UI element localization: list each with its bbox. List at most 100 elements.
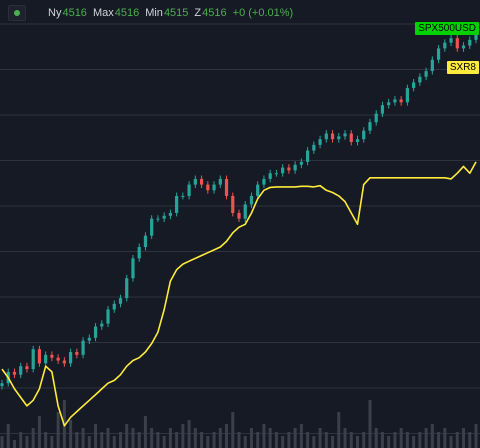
candle-body (125, 278, 129, 299)
candle-body (262, 178, 266, 185)
volume-bar (468, 432, 472, 448)
candle-body (399, 99, 403, 103)
candle-body (362, 130, 366, 140)
candle-body (412, 82, 416, 89)
volume-bar (56, 412, 60, 448)
candle-body (268, 173, 272, 179)
volume-bar (293, 428, 297, 448)
candle-body (324, 133, 328, 140)
volume-bar (87, 436, 91, 448)
volume-bar (200, 432, 204, 448)
price-label-sxr8[interactable]: SXR8 (446, 61, 479, 75)
symbol-status-icon[interactable] (8, 5, 26, 21)
candle-body (131, 258, 135, 279)
candle-body (318, 139, 322, 145)
volume-bar (50, 436, 54, 448)
candle-body (231, 195, 235, 213)
candle-body (293, 164, 297, 171)
volume-bar (299, 424, 303, 448)
candle-body (50, 354, 54, 358)
volume-bar (331, 436, 335, 448)
candle-body (137, 247, 141, 259)
volume-bar (318, 428, 322, 448)
volume-bar (274, 432, 278, 448)
volume-bar (437, 432, 441, 448)
candle-body (281, 167, 285, 174)
candle-body (430, 59, 434, 72)
volume-bar (75, 432, 79, 448)
candle-body (330, 133, 335, 140)
candle-body (0, 383, 4, 387)
volume-bar (131, 428, 135, 448)
candle-body (461, 45, 466, 49)
price-label-spx500usd[interactable]: SPX500USD (415, 21, 479, 35)
candle-body (218, 178, 222, 185)
volume-bar (412, 436, 416, 448)
volume-bar (237, 432, 241, 448)
candle-body (193, 178, 197, 185)
volume-bar (374, 428, 378, 448)
volume-bar (362, 432, 366, 448)
volume-bar (243, 436, 247, 448)
volume-bar (449, 436, 453, 448)
volume-bar (81, 428, 85, 448)
volume-bar (19, 432, 23, 448)
volume-bar (218, 428, 222, 448)
volume-bar (0, 436, 4, 448)
volume-bar (162, 436, 166, 448)
candle-body (31, 349, 35, 370)
volume-bar (193, 428, 197, 448)
volume-bar (106, 428, 110, 448)
candle-body (299, 161, 303, 165)
candle-body (162, 215, 166, 219)
candle-body (75, 352, 79, 355)
volume-bar (312, 436, 316, 448)
candle-body (12, 371, 17, 375)
volume-bar (356, 436, 359, 448)
volume-bar (225, 424, 229, 448)
candle-body (468, 39, 472, 46)
candle-body (306, 150, 310, 162)
volume-bar (262, 424, 266, 448)
candle-body (206, 184, 210, 191)
candle-body (237, 212, 241, 219)
volume-bar (168, 428, 172, 448)
candle-body (243, 204, 247, 219)
volume-bar (119, 432, 122, 448)
volume-bar (349, 432, 353, 448)
volume-bar (324, 432, 328, 448)
candle-body (387, 102, 391, 106)
volume-bar (44, 432, 48, 448)
volume-bar (424, 428, 428, 448)
candle-body (25, 366, 29, 370)
candle-body (100, 323, 104, 327)
candle-body (143, 235, 148, 248)
volume-bar (25, 436, 29, 448)
candle-body (418, 76, 422, 83)
open-label: Ny (48, 7, 62, 19)
candle-body (374, 113, 378, 123)
volume-bar (12, 440, 16, 448)
candle-body (355, 139, 360, 143)
volume-bar (256, 432, 260, 448)
candle-body (118, 298, 123, 304)
volume-bar (405, 432, 409, 448)
candle-body (56, 357, 60, 361)
volume-bar (112, 436, 116, 448)
candle-body (19, 366, 23, 375)
candle-body (112, 303, 116, 310)
candle-body (62, 360, 66, 364)
volume-bar (187, 420, 191, 448)
volume-bar (150, 428, 154, 448)
candle-body (181, 195, 185, 197)
candle-body (224, 178, 229, 196)
candle-body (287, 167, 291, 171)
candle-body (249, 195, 254, 205)
volume-bar (399, 428, 403, 448)
volume-bar (474, 424, 478, 448)
candle-body (349, 133, 353, 143)
volume-bar (455, 432, 459, 448)
candle-body (380, 105, 385, 114)
